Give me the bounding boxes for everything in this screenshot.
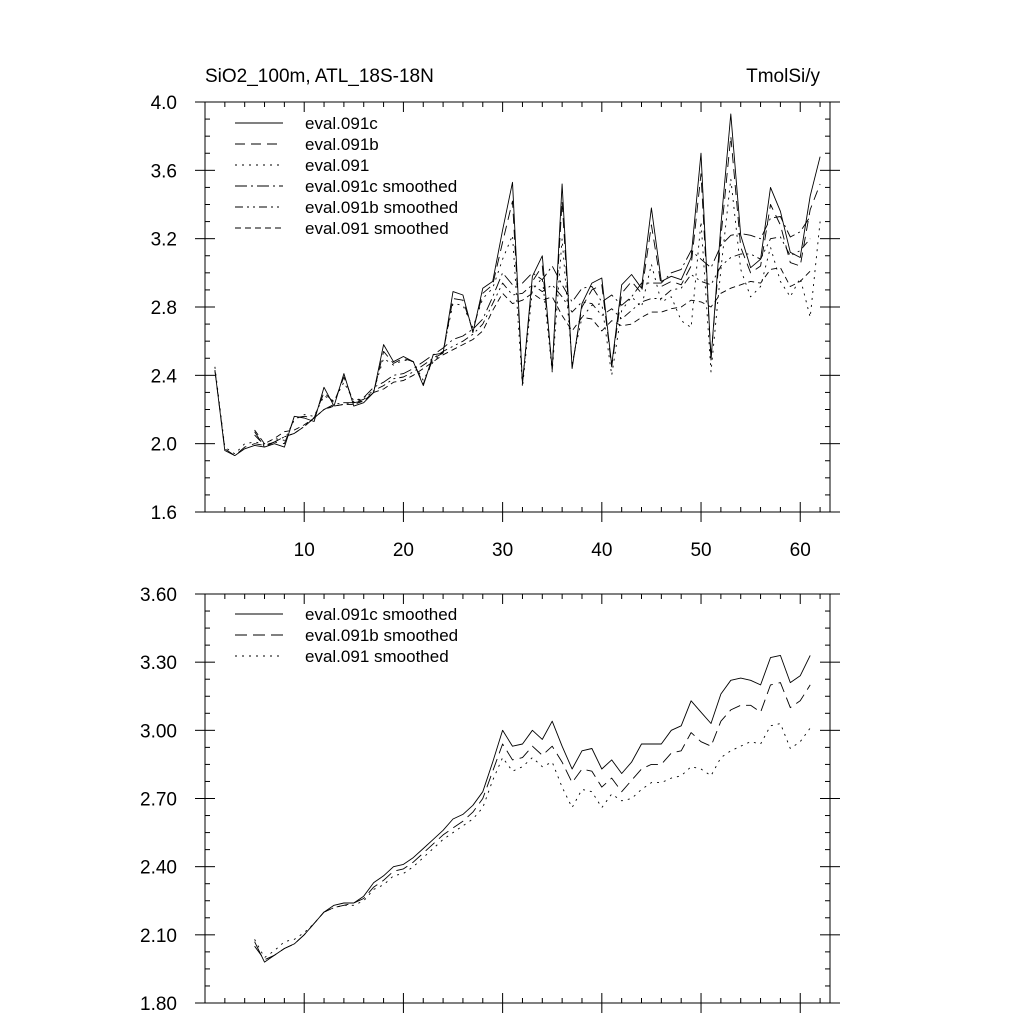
top-plot-units: TmolSi/y [746, 66, 820, 87]
plot-frame [204, 593, 831, 1004]
legend-label: eval.091c [305, 114, 378, 133]
series-line-eval-091 [214, 178, 821, 455]
bottom-plot: 1.80 2.10 2.40 2.70 3.00 3.30 3.60 eval.091c sm… [140, 585, 840, 1015]
x-tick-label: 20 [393, 540, 414, 561]
legend-label: eval.091 smoothed [305, 647, 449, 666]
top-plot: SiO2_100m, ATL_18S-18N TmolSi/y 10 20 30 40… [151, 66, 840, 561]
y-tick-label: 1.80 [140, 994, 177, 1015]
series-line-eval-091c [214, 113, 821, 457]
y-tick-label: 2.0 [151, 435, 177, 456]
series-line-eval-091-smoothed [254, 723, 811, 959]
y-tick-label: 2.10 [140, 926, 177, 947]
legend-label: eval.091 smoothed [305, 219, 449, 238]
y-tick-label: 4.0 [151, 93, 177, 114]
y-tick-label: 3.00 [140, 721, 177, 742]
legend-label: eval.091c smoothed [305, 177, 457, 196]
legend-label: eval.091c smoothed [305, 605, 457, 624]
y-tick-label: 3.60 [140, 585, 177, 606]
y-tick-label: 2.70 [140, 790, 177, 811]
y-tick-label: 2.8 [151, 298, 177, 319]
y-tick-label: 3.30 [140, 653, 177, 674]
series-line-eval-091c-smoothed [254, 654, 811, 963]
x-tick-label: 10 [294, 540, 315, 561]
series-line-eval-091b-smoothed [254, 236, 811, 446]
y-tick-label: 3.2 [151, 230, 177, 251]
series-line-eval-091-smoothed [254, 267, 811, 445]
legend-label: eval.091b smoothed [305, 198, 458, 217]
y-tick-label: 2.40 [140, 858, 177, 879]
series-line-eval-091b-smoothed [254, 682, 811, 961]
x-tick-label: 60 [790, 540, 811, 561]
x-tick-label: 30 [492, 540, 513, 561]
y-tick-label: 2.4 [151, 366, 178, 387]
top-plot-title: SiO2_100m, ATL_18S-18N [205, 66, 434, 87]
y-tick-label: 3.6 [151, 161, 177, 182]
x-tick-label: 40 [591, 540, 612, 561]
y-tick-label: 1.6 [151, 503, 177, 524]
legend-label: eval.091b [305, 135, 379, 154]
x-tick-label: 50 [690, 540, 711, 561]
series-line-eval-091c-smoothed [254, 216, 811, 448]
series-line-eval-091b [214, 135, 821, 457]
legend-label: eval.091 [305, 156, 369, 175]
legend-label: eval.091b smoothed [305, 626, 458, 645]
